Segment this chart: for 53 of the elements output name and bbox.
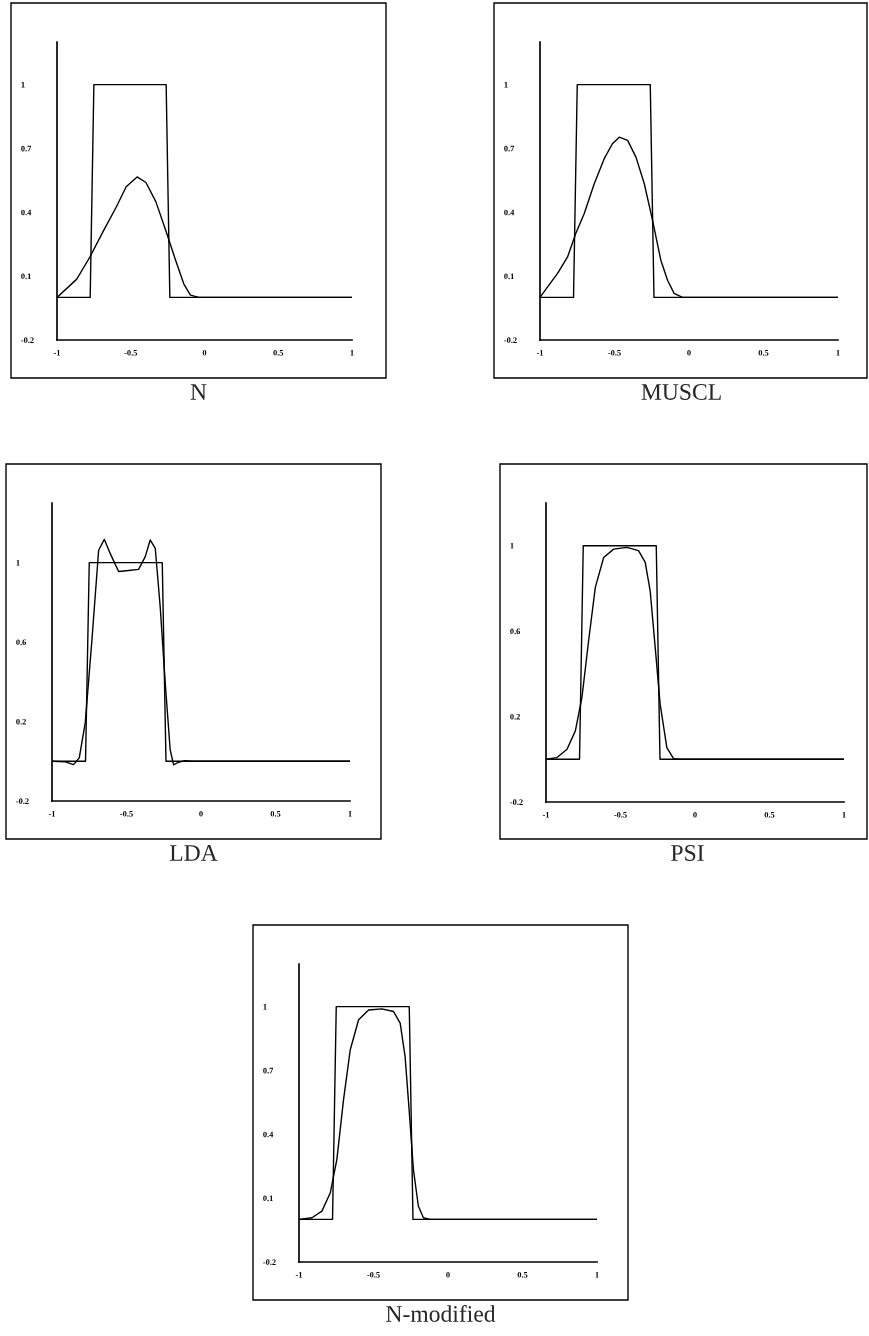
y-tick-label: 0.6 [16, 639, 27, 646]
y-tick-label: 0.1 [263, 1195, 273, 1202]
x-tick-label: 0.5 [273, 349, 284, 356]
x-tick-label: -1 [48, 811, 56, 817]
y-tick-label: 1 [263, 1003, 267, 1010]
y-tick-label: 0.1 [504, 273, 514, 280]
text: PSI [671, 845, 704, 861]
x-tick-label: -0.5 [367, 1271, 380, 1278]
x-tick-label: 1 [350, 350, 354, 356]
y-tick-label: 1 [21, 81, 25, 88]
x-tick-label: 0.5 [270, 810, 281, 817]
y-tick-label: -0.2 [16, 798, 29, 805]
x-tick-label: 0 [199, 810, 203, 817]
x-tick-label: -1 [542, 812, 550, 818]
x-tick-label: 0 [687, 349, 691, 356]
x-tick-label: -0.5 [614, 811, 627, 818]
x-tick-label: 1 [595, 1272, 599, 1278]
x-tick-label: -1 [53, 350, 61, 356]
y-tick-label: 0.2 [16, 718, 26, 725]
text: LDA [169, 845, 218, 861]
x-tick-label: -1 [536, 350, 544, 356]
x-tick-label: 1 [836, 350, 840, 356]
y-tick-label: 1 [16, 559, 20, 566]
x-tick-label: -0.5 [120, 810, 133, 817]
x-tick-label: -1 [295, 1272, 303, 1278]
y-tick-label: 0.4 [21, 209, 32, 216]
y-tick-label: 0.2 [510, 713, 520, 720]
x-tick-label: 0.5 [517, 1271, 528, 1278]
y-tick-label: 0.6 [510, 628, 521, 635]
y-tick-label: 0.4 [504, 209, 515, 216]
y-tick-label: 0.4 [263, 1131, 274, 1138]
y-tick-label: -0.2 [504, 337, 517, 344]
x-tick-label: 1 [348, 811, 352, 817]
y-tick-label: -0.2 [263, 1259, 276, 1266]
x-tick-label: -0.5 [124, 349, 138, 356]
y-tick-label: -0.2 [510, 799, 523, 806]
x-tick-label: 0 [693, 811, 697, 818]
x-tick-label: 1 [842, 812, 846, 818]
text: N [190, 384, 207, 400]
y-tick-label: 0.1 [21, 273, 31, 280]
y-tick-label: 1 [504, 81, 508, 88]
y-tick-label: -0.2 [21, 337, 34, 344]
x-tick-label: -0.5 [608, 349, 621, 356]
x-tick-label: 0 [446, 1271, 450, 1278]
x-tick-label: 0.5 [764, 811, 775, 818]
y-tick-label: 0.7 [263, 1067, 274, 1074]
x-tick-label: 0.5 [758, 349, 769, 356]
x-tick-label: 0 [202, 349, 207, 356]
text: MUSCL [641, 384, 721, 400]
y-tick-label: 1 [510, 543, 514, 549]
y-tick-label: 0.7 [504, 145, 515, 152]
text: N-modified [386, 1305, 496, 1322]
y-tick-label: 0.7 [21, 145, 32, 152]
